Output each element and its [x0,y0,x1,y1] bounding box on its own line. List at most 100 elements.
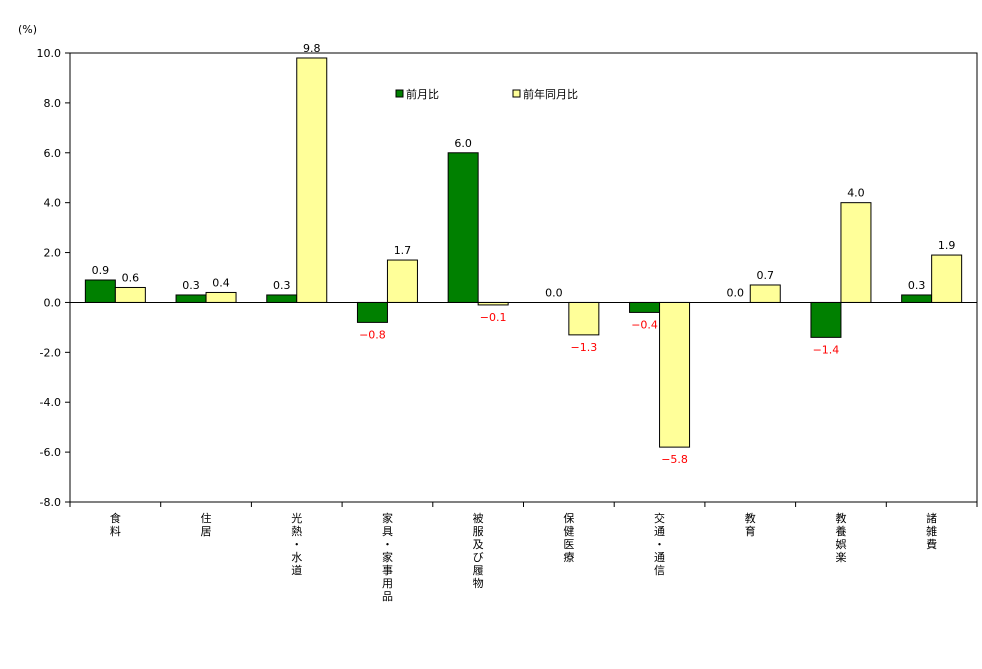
x-category-char: 光 [291,511,302,525]
x-category-char: 用 [382,577,393,590]
x-category-char: 保 [563,511,574,525]
y-unit-label: (%) [18,23,37,36]
bar-mom [810,301,842,338]
x-category-char: 教 [745,512,756,525]
x-category-char: 服 [473,525,484,538]
data-label: −0.4 [631,318,658,331]
data-label: 0.4 [212,276,230,289]
x-category-char: 物 [473,576,484,590]
legend-label: 前年同月比 [523,87,578,101]
x-category-char: 事 [382,564,393,577]
x-category-label: 諸雑費 [926,511,937,551]
legend-item: 前月比 [395,87,439,101]
y-tick-label: 4.0 [44,197,62,210]
x-category-label: 光熱・水道 [291,511,302,577]
x-category-char: 具 [382,525,393,538]
x-category-char: 被 [473,512,484,525]
legend-swatch [512,89,521,98]
x-category-char: 水 [291,551,302,564]
y-tick-label: 0.0 [44,296,62,309]
bar-mom [266,294,298,303]
y-tick-label: 8.0 [44,97,62,110]
bar-mom [629,301,661,313]
bar-mom [447,152,479,303]
data-label: 0.0 [727,286,745,299]
x-category-char: 娯 [835,537,846,551]
plot-area [69,52,978,503]
x-category-char: 家 [382,550,393,564]
x-category-label: 住居 [201,511,212,538]
y-tick-label: 10.0 [37,47,62,60]
x-category-char: 雑 [926,524,937,538]
data-label: 0.6 [122,271,140,284]
x-category-char: 養 [835,524,846,538]
bar-mom [901,294,933,303]
data-label: 6.0 [454,137,472,150]
x-category-char: 住 [201,511,212,525]
data-label: 0.7 [757,269,775,282]
x-category-char: 居 [201,525,212,538]
bar-yoy [114,286,146,303]
legend-label: 前月比 [406,87,439,101]
bar-yoy [659,301,691,448]
x-category-char: ・ [291,538,302,551]
y-tick-label: -6.0 [40,446,61,459]
x-category-char: 通 [654,525,665,538]
bar-yoy [296,57,328,303]
bar-yoy [568,301,600,336]
x-category-char: び [473,551,484,564]
bar-mom [175,294,207,303]
x-category-char: 育 [745,524,756,538]
x-category-char: 費 [926,537,937,551]
bar-yoy [205,291,237,303]
x-category-char: 信 [654,564,665,577]
data-label: 1.7 [394,244,412,257]
data-label: 1.9 [938,239,956,252]
data-label: 9.8 [303,42,321,55]
data-label: −1.4 [813,343,840,356]
x-category-char: ・ [382,538,393,551]
y-tick-label: -2.0 [40,346,61,359]
bar-mom [356,301,388,323]
data-label: 0.9 [92,264,110,277]
x-category-char: 熱 [291,525,302,538]
x-category-char: 品 [382,590,393,603]
x-category-label: 教育 [745,512,756,538]
x-category-char: 諸 [926,511,937,525]
x-category-char: 楽 [835,551,846,564]
x-category-char: ・ [654,538,665,551]
bar-yoy [931,254,963,303]
x-category-char: 交 [654,511,665,525]
legend-swatch [395,89,404,98]
y-tick-label: 2.0 [44,247,62,260]
x-category-label: 交通・通信 [654,511,665,577]
data-label: 4.0 [847,187,865,200]
x-category-char: 料 [110,524,121,538]
x-category-char: 医 [563,538,574,551]
x-category-label: 食料 [110,511,121,538]
data-label: 0.3 [182,279,200,292]
x-category-char: 健 [563,525,574,538]
x-category-char: 家 [382,511,393,525]
data-label: 0.3 [908,279,926,292]
x-category-char: 通 [654,551,665,564]
x-category-char: 教 [835,512,846,525]
x-category-char: 履 [473,564,484,577]
bar-mom [84,279,116,303]
x-category-char: 療 [563,550,574,564]
legend-item: 前年同月比 [512,87,578,101]
data-label: −0.8 [359,328,386,341]
data-label: 0.0 [545,286,563,299]
data-label: 0.3 [273,279,291,292]
data-label: −5.8 [661,453,688,466]
bar-yoy [749,284,781,303]
y-tick-label: -8.0 [40,496,61,509]
data-label: −0.1 [480,311,507,324]
bar-yoy [386,259,418,303]
